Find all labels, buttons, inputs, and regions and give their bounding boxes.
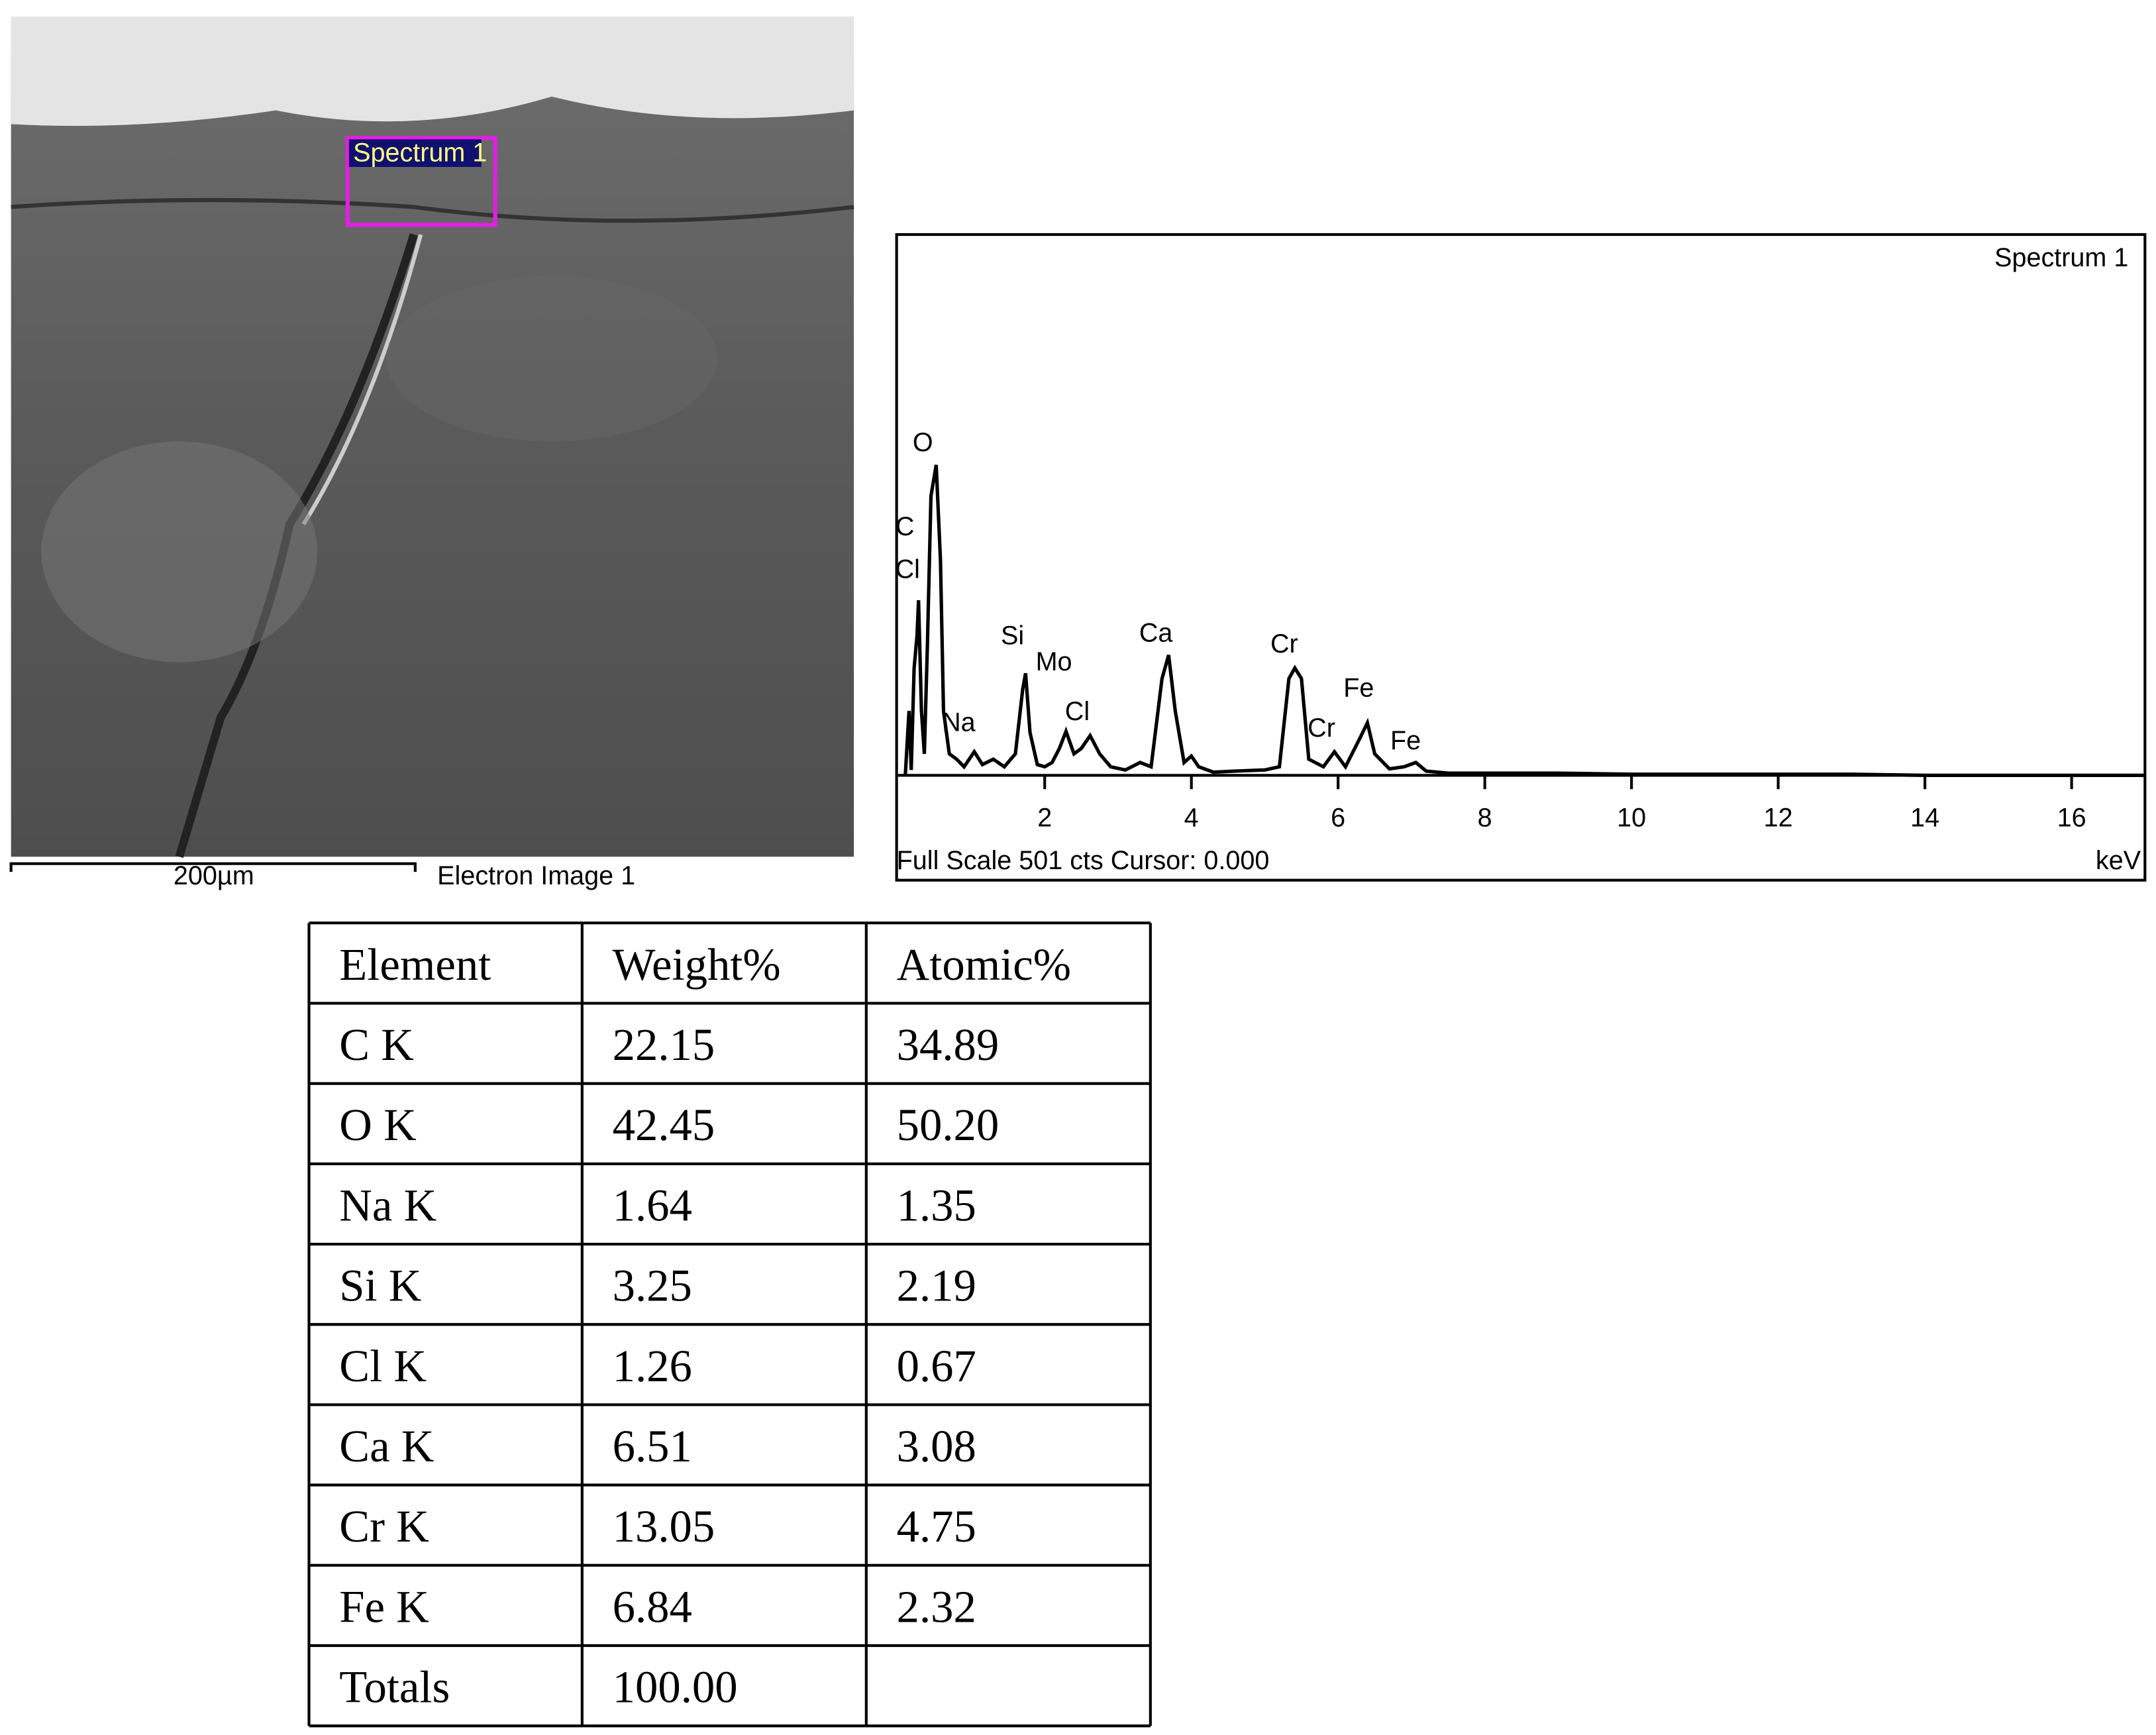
- table-cell: Totals: [339, 1662, 450, 1712]
- table-cell: 1.26: [613, 1341, 692, 1391]
- peak-label: C: [896, 512, 915, 541]
- table-cell: 34.89: [897, 1020, 1000, 1070]
- table-cell: Na K: [339, 1180, 436, 1230]
- chart-title: Spectrum 1: [1994, 243, 2128, 272]
- table-cell: C K: [339, 1020, 414, 1070]
- x-tick-label: 14: [1910, 803, 1939, 832]
- roi-box: [345, 136, 497, 227]
- table-cell: 13.05: [613, 1501, 715, 1551]
- peak-label: Ca: [1139, 618, 1173, 647]
- scale-bar: [9, 862, 417, 872]
- table-header-cell: Element: [339, 939, 491, 990]
- peak-label: Cl: [896, 555, 920, 584]
- scale-bar-label: 200µm: [174, 861, 254, 890]
- table-cell: Fe K: [339, 1581, 429, 1632]
- table-cell: 2.32: [897, 1581, 976, 1632]
- table-cell: 3.08: [897, 1421, 976, 1471]
- table-cell: 50.20: [897, 1100, 1000, 1150]
- table-cell: 6.51: [613, 1421, 692, 1471]
- roi-label: Spectrum 1: [353, 138, 487, 168]
- x-tick-label: 8: [1478, 803, 1492, 832]
- table-cell: 0.67: [897, 1341, 976, 1391]
- table: Element Weight% Atomic% C K 22.15 34.89 O K 42.…: [307, 921, 1152, 1728]
- image-caption: Electron Image 1: [437, 861, 635, 890]
- x-tick-label: 4: [1184, 803, 1199, 832]
- table-cell: 4.75: [897, 1501, 976, 1551]
- table-cell: Cr K: [339, 1501, 429, 1551]
- sem-region: [386, 276, 717, 442]
- x-tick-label: 2: [1037, 803, 1052, 832]
- sem-region: [41, 441, 317, 662]
- peak-label: Mo: [1036, 647, 1072, 676]
- peak-label: Fe: [1390, 726, 1421, 755]
- peak-label: Si: [1001, 621, 1024, 651]
- sem-image: Spectrum 1 200µm Electron Image 1: [9, 16, 854, 890]
- table-cell: 1.64: [613, 1180, 692, 1230]
- table-cell: 22.15: [613, 1020, 715, 1070]
- table-cell: O K: [339, 1100, 416, 1150]
- table-cell: 1.35: [897, 1180, 976, 1230]
- sem-crack: [11, 197, 854, 223]
- x-tick-label: 6: [1331, 803, 1345, 832]
- table-header-cell: Atomic%: [897, 939, 1071, 990]
- table-cell: 100.00: [613, 1662, 738, 1712]
- peak-label: Fe: [1343, 674, 1374, 703]
- roi-label-bg: [348, 139, 482, 167]
- table-cell: Ca K: [339, 1421, 434, 1471]
- table-header-cell: Weight%: [613, 939, 781, 990]
- chart-frame: [895, 233, 2147, 882]
- table-cell: Cl K: [339, 1341, 427, 1391]
- peak-label: O: [913, 428, 933, 457]
- table-cell: 6.84: [613, 1581, 692, 1632]
- table-cell: 3.25: [613, 1261, 692, 1311]
- x-tick-label: 16: [2057, 803, 2086, 832]
- chart-footer: Full Scale 501 cts Cursor: 0.000: [897, 846, 1270, 875]
- x-tick-label: 10: [1617, 803, 1646, 832]
- table-cell: Si K: [339, 1261, 421, 1311]
- peak-label: Cr: [1270, 629, 1298, 658]
- peak-label: Cr: [1308, 713, 1335, 743]
- x-tick-label: 12: [1764, 803, 1793, 832]
- table-cell: 42.45: [613, 1100, 715, 1150]
- spectrum-line: [903, 464, 2145, 777]
- table-cell: 2.19: [897, 1261, 976, 1311]
- sem-crack-edge: [301, 234, 423, 526]
- peak-label: Cl: [1065, 697, 1090, 726]
- sem-edge: [11, 16, 854, 127]
- x-axis-label: keV: [2096, 846, 2141, 875]
- spectrum-chart: Spectrum 1 Full Scale 501 cts Cursor: 0.…: [895, 233, 2147, 882]
